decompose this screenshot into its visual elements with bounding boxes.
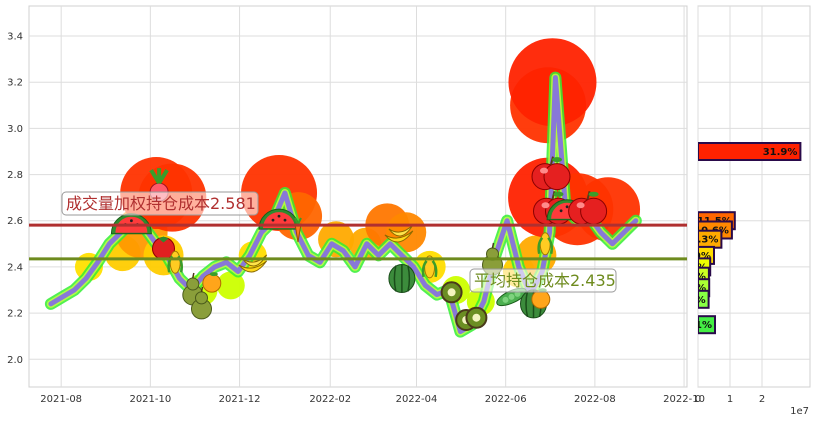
y-axis-ticks: 2.0 2.2 2.4 2.6 2.8 3.0 3.2 3.4	[7, 32, 23, 366]
distribution-x-multiplier: 1e7	[790, 406, 809, 417]
x-axis-ticks: 2021-08 2021-10 2021-12 2022-02 2022-04 2022-…	[40, 394, 705, 405]
y-tick-label: 2.6	[7, 216, 23, 227]
banana-icon	[238, 254, 268, 273]
distribution-bar-label: 5.1%	[684, 320, 712, 331]
corn-icon	[421, 255, 438, 279]
x-tick-label: 2022-06	[485, 394, 527, 405]
x-tick-label: 2021-08	[40, 394, 82, 405]
distribution-bar-label: 3.4%	[678, 283, 706, 294]
distribution-x-tick-label: 1	[727, 394, 733, 405]
reference-label-box	[61, 191, 259, 216]
x-tick-label: 2022-04	[396, 394, 438, 405]
x-tick-label: 2021-10	[129, 394, 171, 405]
distribution-x-tick-label: 0	[695, 394, 701, 405]
corn-icon	[537, 232, 554, 256]
y-tick-label: 3.2	[7, 78, 23, 89]
reference-line-layer: 成交量加权持仓成本2.581 平均持仓成本2.435	[29, 191, 687, 293]
distribution-bar	[698, 142, 802, 161]
reference-label: 平均持仓成本2.435	[474, 271, 616, 290]
apple-icon	[568, 190, 608, 225]
melon-icon	[388, 264, 416, 293]
apple-icon	[531, 156, 571, 191]
kiwi-icon	[440, 281, 463, 304]
kiwi-icon	[465, 306, 488, 329]
reference-label: 成交量加权持仓成本2.581	[66, 194, 256, 213]
cost-blob	[216, 271, 245, 300]
distribution-bar-label: 3.3%	[678, 272, 706, 283]
distribution-bar-label: 4.9%	[683, 251, 711, 262]
distribution-bar-label: 3.2%	[678, 295, 706, 306]
y-tick-label: 2.4	[7, 262, 23, 273]
y-tick-label: 2.8	[7, 170, 23, 181]
x-tick-label: 2022-02	[309, 394, 351, 405]
pear-icon	[191, 286, 212, 320]
reference-label-box	[469, 268, 617, 293]
distribution-bar	[698, 289, 710, 309]
distribution-bar	[698, 315, 716, 335]
distribution-plot-background	[697, 5, 811, 388]
distribution-x-tick-label: 2	[759, 394, 765, 405]
x-tick-label: 2022-10	[663, 394, 705, 405]
distribution-bar-label: 31.9%	[763, 147, 798, 158]
distribution-x-ticks: 0 1 2	[695, 394, 765, 405]
orange-icon	[202, 272, 222, 293]
distribution-bar-label: 7.3%	[691, 235, 719, 246]
distribution-bar-layer: 31.9%11.5%10.6%7.3%4.9%3.7%3.3%3.4%3.2%5…	[678, 142, 802, 335]
y-tick-label: 3.0	[7, 124, 23, 135]
y-tick-label: 2.0	[7, 355, 23, 366]
distribution-plot: 31.9%11.5%10.6%7.3%4.9%3.7%3.3%3.4%3.2%5…	[678, 5, 811, 417]
y-tick-label: 2.2	[7, 309, 23, 320]
x-tick-label: 2022-08	[574, 394, 616, 405]
x-tick-label: 2021-12	[219, 394, 261, 405]
main-plot: 成交量加权持仓成本2.581 平均持仓成本2.435 2021-08 2021-10…	[7, 5, 705, 405]
y-tick-label: 3.4	[7, 32, 23, 43]
